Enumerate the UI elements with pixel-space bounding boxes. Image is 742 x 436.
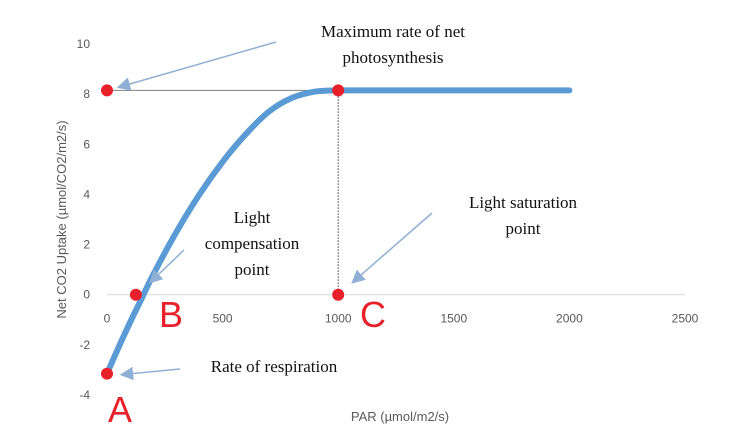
point-max-rate-axis [101,84,113,97]
y-tick-label: 10 [77,37,91,51]
x-tick-label: 0 [104,312,111,326]
arrow-saturation [351,212,433,284]
point-a-respiration [101,367,113,380]
x-tick-label: 1000 [325,312,352,326]
x-tick-label: 2000 [556,312,583,326]
annotation-line: compensation [205,234,300,253]
annotation-compensation-point: Light compensation point [205,208,300,279]
net-uptake-curve [104,87,573,377]
x-tick-label: 500 [213,312,233,326]
annotation-line: point [506,219,541,238]
arrow-respiration [119,366,181,381]
y-tick-label: 6 [83,137,90,151]
tick-labels: -4 -2 0 2 4 6 8 10 0 500 1000 1500 2000 2500 [77,37,699,402]
annotation-line: Maximum rate of net [321,22,465,41]
arrow-compensation [148,249,185,284]
annotation-line: point [235,260,270,279]
y-tick-label: -4 [79,388,90,402]
letter-c-label: C [360,294,386,335]
letter-a-label: A [108,389,132,430]
y-tick-label: 4 [83,187,90,201]
annotation-line: Rate of respiration [211,357,338,376]
x-axis-title: PAR (µmol/m2/s) [351,409,449,424]
annotation-respiration: Rate of respiration [211,357,338,376]
y-axis-title: Net CO2 Uptake (µmol/CO2/m2/s) [54,120,69,318]
annotation-saturation-point: Light saturation point [469,193,578,238]
guide-lines [107,89,339,295]
point-saturation-max [332,84,345,97]
y-tick-label: 2 [83,238,90,252]
annotation-line: Light [234,208,271,227]
key-points [101,84,345,380]
arrow-max-rate [116,41,277,91]
y-tick-label: -2 [79,338,90,352]
y-tick-label: 8 [83,87,90,101]
point-c-saturation [332,288,345,301]
x-tick-label: 2500 [672,312,699,326]
y-tick-label: 0 [83,288,90,302]
annotation-line: photosynthesis [342,48,443,67]
x-tick-label: 1500 [440,312,467,326]
annotation-line: Light saturation [469,193,578,212]
annotation-arrows [116,41,433,381]
letter-b-label: B [159,294,183,335]
point-b-compensation [129,288,142,301]
annotation-max-rate: Maximum rate of net photosynthesis [321,22,465,67]
